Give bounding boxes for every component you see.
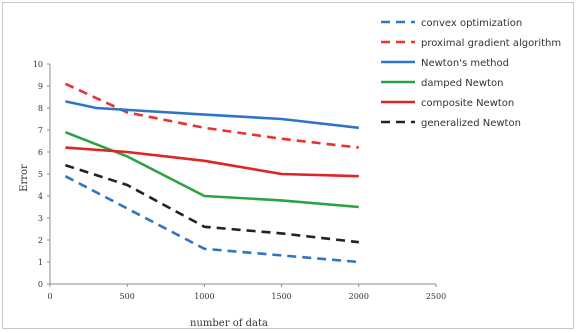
legend: convex optimization proximal gradient alg…	[381, 18, 561, 129]
x-tick-label: 1000	[194, 292, 214, 301]
x-tick-label: 0	[47, 292, 52, 301]
x-tick-label: 2500	[426, 292, 446, 301]
y-tick-label: 10	[33, 60, 43, 69]
series-line-0	[64, 175, 359, 264]
legend-label-5: generalized Newton	[421, 118, 521, 129]
legend-label-3: damped Newton	[421, 78, 503, 89]
y-tick-label: 6	[38, 148, 43, 157]
y-tick-label: 1	[38, 258, 43, 267]
legend-label-0: convex optimization	[421, 18, 522, 29]
y-tick-label: 8	[38, 104, 43, 113]
x-tick-label: 500	[120, 292, 135, 301]
axes: 0 1 2 3 4 5 6 7 8 9 10 0 500 1000 1500 2000 2500	[33, 60, 446, 301]
series-line-3	[64, 130, 359, 209]
series-line-1	[64, 82, 359, 149]
legend-label-1: proximal gradient algorithm	[421, 38, 561, 49]
x-tick-label: 2000	[349, 292, 369, 301]
chart-frame	[2, 2, 574, 329]
series-line-2	[65, 100, 359, 130]
y-axis-label: Error	[19, 164, 30, 192]
series-lines	[64, 82, 359, 264]
y-tick-label: 0	[38, 280, 43, 289]
y-tick-label: 4	[38, 192, 43, 201]
x-axis-label: number of data	[190, 318, 268, 329]
y-tick-label: 5	[38, 170, 43, 179]
y-tick-label: 9	[38, 82, 43, 91]
legend-label-4: composite Newton	[421, 98, 514, 109]
series-line-4	[65, 146, 359, 178]
y-tick-label: 3	[38, 214, 43, 223]
y-tick-label: 7	[38, 126, 43, 135]
x-tick-label: 1500	[271, 292, 291, 301]
legend-label-2: Newton's method	[421, 58, 509, 69]
y-tick-label: 2	[38, 236, 43, 245]
series-line-5	[65, 163, 359, 244]
